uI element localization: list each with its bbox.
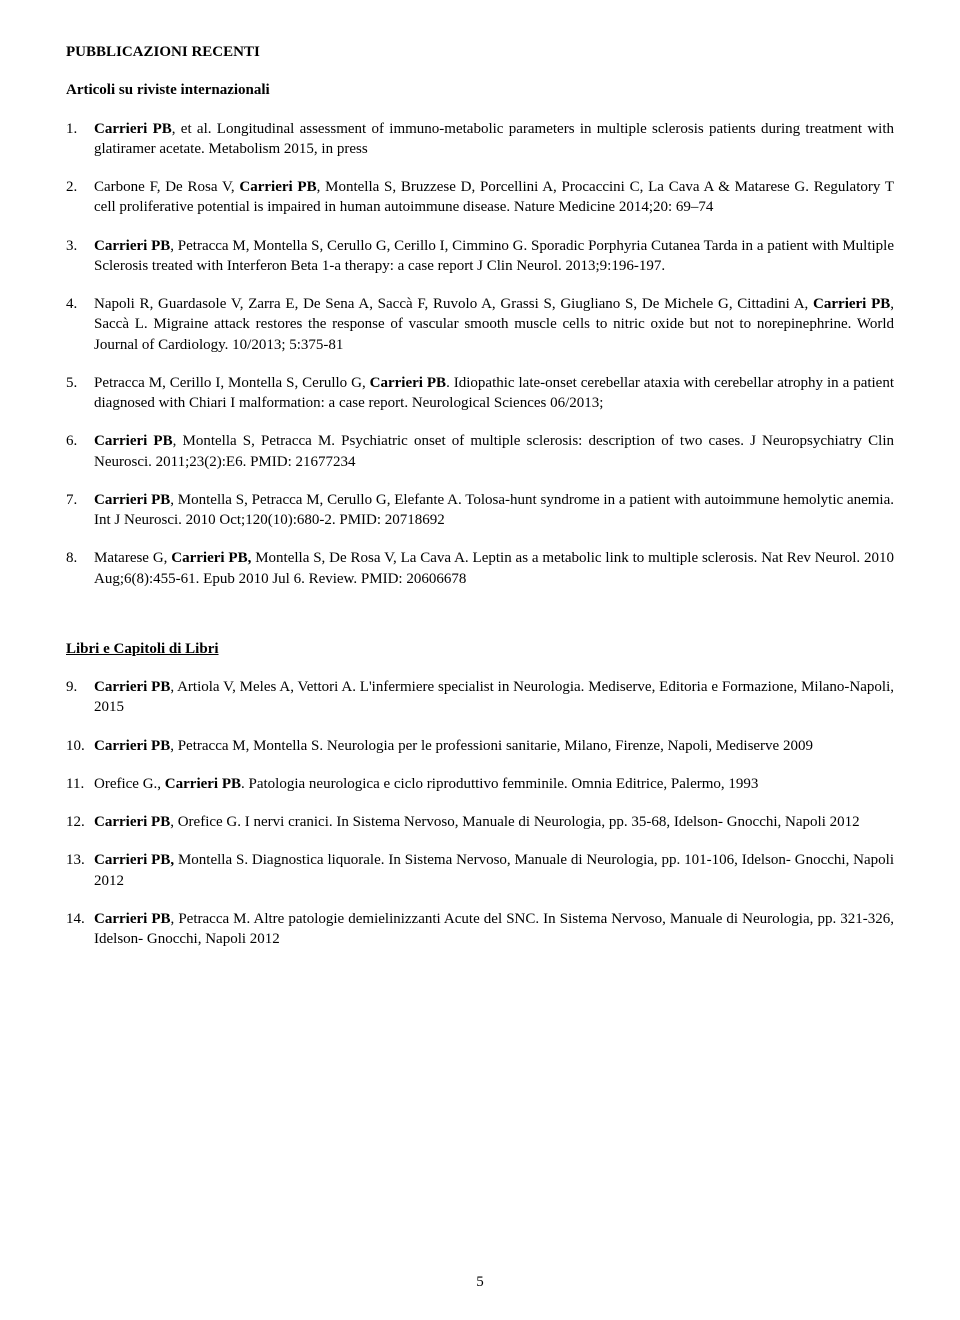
text: , Artiola V, Meles A, Vettori A. L'infer… bbox=[94, 679, 894, 715]
text: , Orefice G. I nervi cranici. In Sistema… bbox=[170, 814, 859, 830]
main-heading: PUBBLICAZIONI RECENTI bbox=[66, 42, 894, 62]
text: Napoli R, Guardasole V, Zarra E, De Sena… bbox=[94, 296, 813, 312]
author-bold: Carrieri PB bbox=[94, 911, 171, 927]
text: Orefice G., bbox=[94, 776, 165, 792]
text: , Montella S, Petracca M. Psychiatric on… bbox=[94, 433, 894, 469]
text: , et al. Longitudinal assessment of immu… bbox=[94, 121, 894, 157]
author-bold: Carrieri PB bbox=[239, 179, 316, 195]
article-item: Carrieri PB, et al. Longitudinal assessm… bbox=[66, 119, 894, 160]
book-item: Carrieri PB, Petracca M, Montella S. Neu… bbox=[66, 736, 894, 756]
text: Matarese G, bbox=[94, 550, 171, 566]
articles-heading: Articoli su riviste internazionali bbox=[66, 80, 894, 100]
article-item: Matarese G, Carrieri PB, Montella S, De … bbox=[66, 548, 894, 589]
text: , Montella S, Petracca M, Cerullo G, Ele… bbox=[94, 492, 894, 528]
books-heading: Libri e Capitoli di Libri bbox=[66, 639, 894, 659]
articles-list: Carrieri PB, et al. Longitudinal assessm… bbox=[66, 119, 894, 589]
text: , Petracca M, Montella S. Neurologia per… bbox=[170, 738, 813, 754]
text: Petracca M, Cerillo I, Montella S, Cerul… bbox=[94, 375, 370, 391]
book-item: Carrieri PB, Montella S. Diagnostica liq… bbox=[66, 850, 894, 891]
author-bold: Carrieri PB bbox=[94, 433, 173, 449]
article-item: Carrieri PB, Montella S, Petracca M. Psy… bbox=[66, 431, 894, 472]
text: Carbone F, De Rosa V, bbox=[94, 179, 239, 195]
author-bold: Carrieri PB bbox=[813, 296, 890, 312]
article-item: Carrieri PB, Petracca M, Montella S, Cer… bbox=[66, 236, 894, 277]
book-item: Carrieri PB, Orefice G. I nervi cranici.… bbox=[66, 812, 894, 832]
article-item: Carbone F, De Rosa V, Carrieri PB, Monte… bbox=[66, 177, 894, 218]
book-item: Carrieri PB, Petracca M. Altre patologie… bbox=[66, 909, 894, 950]
article-item: Carrieri PB, Montella S, Petracca M, Cer… bbox=[66, 490, 894, 531]
text: , Petracca M, Montella S, Cerullo G, Cer… bbox=[94, 238, 894, 274]
article-item: Petracca M, Cerillo I, Montella S, Cerul… bbox=[66, 373, 894, 414]
author-bold: Carrieri PB bbox=[94, 679, 170, 695]
text: , Petracca M. Altre patologie demieliniz… bbox=[94, 911, 894, 947]
author-bold: Carrieri PB bbox=[94, 238, 170, 254]
books-list: Carrieri PB, Artiola V, Meles A, Vettori… bbox=[66, 677, 894, 949]
author-bold: Carrieri PB bbox=[94, 814, 170, 830]
author-bold: Carrieri PB, bbox=[94, 852, 174, 868]
author-bold: Carrieri PB bbox=[94, 738, 170, 754]
text: . Patologia neurologica e ciclo riprodut… bbox=[241, 776, 758, 792]
book-item: Orefice G., Carrieri PB. Patologia neuro… bbox=[66, 774, 894, 794]
page-number: 5 bbox=[476, 1272, 484, 1292]
author-bold: Carrieri PB bbox=[370, 375, 446, 391]
author-bold: Carrieri PB bbox=[94, 492, 170, 508]
author-bold: Carrieri PB, bbox=[171, 550, 251, 566]
author-bold: Carrieri PB bbox=[94, 121, 172, 137]
text: Montella S. Diagnostica liquorale. In Si… bbox=[94, 852, 894, 888]
author-bold: Carrieri PB bbox=[165, 776, 241, 792]
book-item: Carrieri PB, Artiola V, Meles A, Vettori… bbox=[66, 677, 894, 718]
article-item: Napoli R, Guardasole V, Zarra E, De Sena… bbox=[66, 294, 894, 355]
